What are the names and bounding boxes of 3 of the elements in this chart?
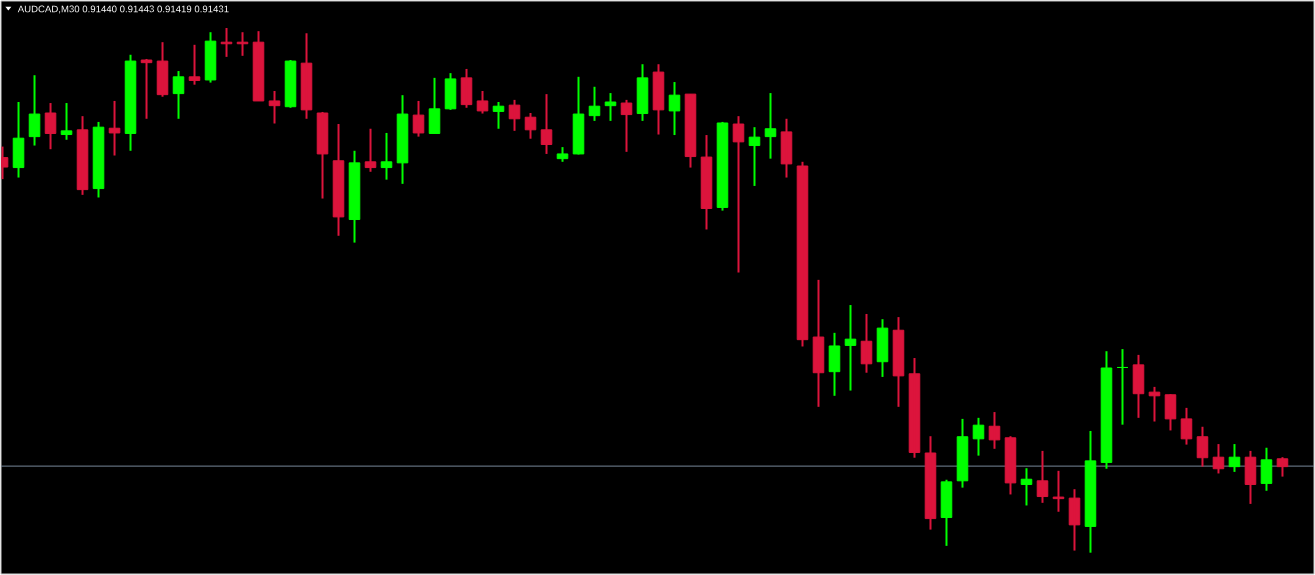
- candlestick: [1116, 348, 1129, 426]
- candlestick: [1052, 469, 1065, 513]
- chart-title: AUDCAD,M30 0.91440 0.91443 0.91419 0.91431: [17, 5, 229, 14]
